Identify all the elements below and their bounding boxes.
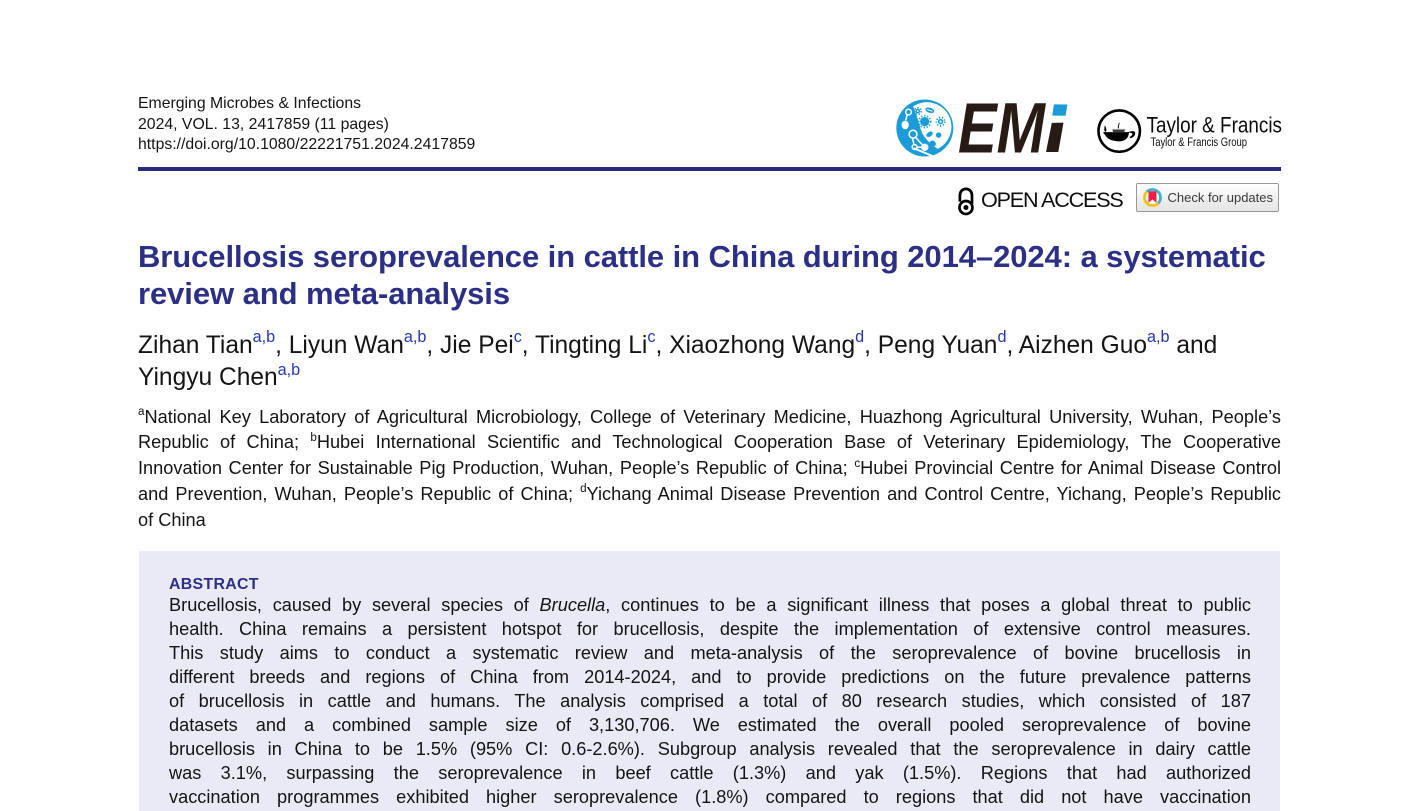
svg-text:Taylor & Francis: Taylor & Francis <box>1147 112 1283 137</box>
svg-text:Taylor & Francis Group: Taylor & Francis Group <box>1151 135 1248 149</box>
svg-text:EM: EM <box>958 99 1047 161</box>
